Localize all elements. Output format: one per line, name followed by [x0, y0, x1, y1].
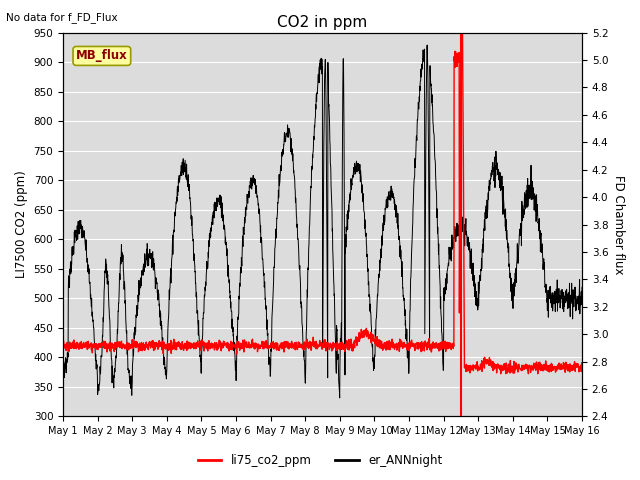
Y-axis label: LI7500 CO2 (ppm): LI7500 CO2 (ppm): [15, 171, 28, 278]
Legend: li75_co2_ppm, er_ANNnight: li75_co2_ppm, er_ANNnight: [193, 449, 447, 472]
Text: MB_flux: MB_flux: [76, 49, 128, 62]
Title: CO2 in ppm: CO2 in ppm: [277, 15, 367, 30]
Text: No data for f_FD_Flux: No data for f_FD_Flux: [6, 12, 118, 23]
Y-axis label: FD Chamber flux: FD Chamber flux: [612, 175, 625, 274]
